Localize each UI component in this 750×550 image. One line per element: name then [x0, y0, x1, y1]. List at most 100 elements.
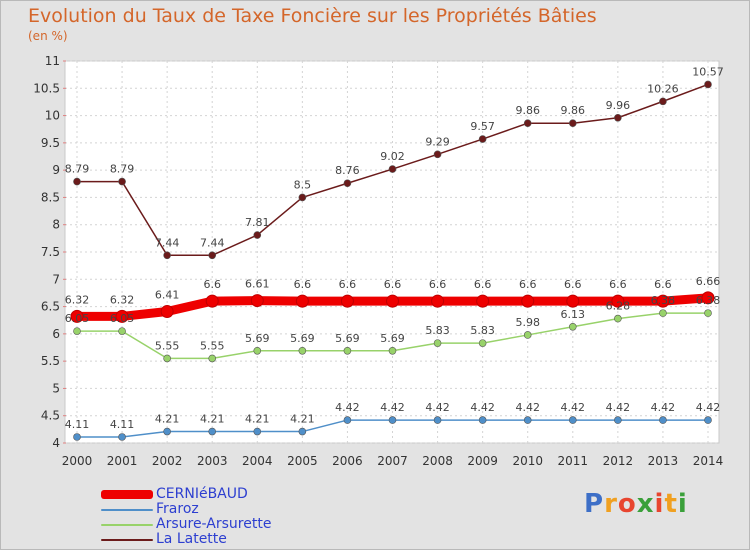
- data-label: 9.02: [380, 150, 405, 163]
- data-label: 9.86: [515, 104, 540, 117]
- data-label: 4.42: [606, 401, 631, 414]
- data-point: [388, 346, 397, 355]
- data-point: [118, 433, 126, 441]
- data-label: 4.21: [200, 413, 225, 426]
- y-tick-label: 6.5: [41, 300, 60, 314]
- data-point: [659, 309, 667, 317]
- data-label: 6.6: [564, 278, 582, 291]
- logo-letter: t: [664, 489, 678, 519]
- data-label: 4.21: [245, 413, 270, 426]
- data-label: 6.38: [696, 294, 721, 307]
- y-tick-label: 8: [52, 218, 60, 232]
- data-point: [523, 331, 532, 339]
- x-tick-label: 2004: [242, 454, 273, 468]
- data-label: 6.6: [384, 278, 402, 291]
- y-tick-label: 10.5: [33, 81, 60, 95]
- data-point: [70, 309, 84, 323]
- x-tick-label: 2006: [332, 454, 363, 468]
- data-point: [431, 294, 445, 308]
- data-label: 9.57: [470, 120, 495, 133]
- data-point: [298, 346, 307, 355]
- data-label: 8.5: [294, 178, 312, 191]
- data-point: [704, 416, 712, 424]
- legend-item: Fraroz: [101, 502, 271, 517]
- logo-letter: x: [636, 489, 655, 519]
- legend-item: Arsure-Arsurette: [101, 517, 271, 532]
- data-label: 4.42: [335, 401, 360, 414]
- data-point: [521, 294, 535, 308]
- data-label: 7.81: [245, 216, 270, 229]
- data-point: [118, 327, 126, 335]
- data-label: 4.21: [290, 413, 315, 426]
- data-point: [73, 327, 81, 335]
- chart-legend: CERNIéBAUD Fraroz Arsure-Arsurette La Latet…: [101, 487, 271, 547]
- data-point: [568, 322, 577, 331]
- y-tick-label: 8.5: [41, 190, 60, 204]
- data-label: 10.57: [692, 65, 724, 78]
- legend-label: La Latette: [156, 531, 227, 547]
- data-label: 6.05: [110, 312, 135, 325]
- data-point: [523, 416, 532, 424]
- data-label: 6.38: [651, 294, 676, 307]
- data-label: 6.28: [606, 300, 631, 313]
- data-point: [611, 294, 625, 308]
- data-label: 6.6: [609, 278, 627, 291]
- data-point: [614, 416, 622, 424]
- data-point: [253, 346, 262, 355]
- data-point: [701, 291, 715, 305]
- data-point: [343, 346, 352, 355]
- data-label: 6.6: [519, 278, 537, 291]
- data-point: [704, 309, 712, 317]
- x-tick-label: 2013: [648, 454, 679, 468]
- legend-swatch: [101, 538, 153, 541]
- data-point: [614, 314, 622, 323]
- data-label: 8.76: [335, 164, 360, 177]
- data-label: 6.6: [474, 278, 492, 291]
- data-point: [205, 294, 219, 308]
- data-point: [118, 177, 126, 186]
- x-tick-label: 2003: [197, 454, 228, 468]
- chart-title: Evolution du Taux de Taxe Foncière sur l…: [28, 5, 597, 27]
- data-label: 6.32: [65, 293, 90, 306]
- data-point: [163, 251, 171, 260]
- data-point: [163, 427, 171, 436]
- data-label: 6.6: [339, 278, 357, 291]
- data-label: 4.42: [380, 401, 405, 414]
- data-point: [298, 193, 307, 202]
- y-tick-label: 5: [52, 381, 60, 395]
- data-label: 4.42: [515, 401, 540, 414]
- data-label: 6.6: [654, 278, 672, 291]
- data-point: [433, 416, 442, 424]
- logo-letter: i: [654, 489, 665, 519]
- data-label: 6.6: [203, 278, 221, 291]
- data-label: 10.26: [647, 82, 679, 95]
- data-label: 5.98: [515, 316, 540, 329]
- legend-item: CERNIéBAUD: [101, 487, 271, 502]
- data-point: [433, 150, 442, 159]
- data-point: [208, 251, 217, 260]
- legend-swatch: [101, 523, 153, 526]
- data-label: 5.55: [155, 339, 180, 352]
- y-tick-label: 4: [52, 436, 60, 450]
- y-tick-label: 11: [45, 54, 60, 68]
- data-label: 4.42: [651, 401, 676, 414]
- data-label: 4.21: [155, 413, 180, 426]
- legend-item: La Latette: [101, 532, 271, 547]
- data-point: [478, 339, 487, 347]
- data-point: [433, 339, 442, 347]
- x-tick-label: 2012: [603, 454, 634, 468]
- data-label: 4.42: [470, 401, 495, 414]
- data-label: 5.83: [425, 324, 450, 337]
- legend-label: Fraroz: [156, 501, 199, 517]
- data-point: [386, 294, 399, 308]
- y-tick-label: 9.5: [41, 136, 60, 150]
- data-point: [343, 416, 352, 424]
- legend-label: Arsure-Arsurette: [156, 516, 272, 532]
- data-label: 6.6: [294, 278, 312, 291]
- data-point: [388, 165, 397, 173]
- y-tick-label: 7.5: [41, 245, 60, 259]
- data-point: [614, 113, 622, 122]
- data-point: [476, 294, 490, 308]
- data-label: 4.11: [110, 418, 135, 431]
